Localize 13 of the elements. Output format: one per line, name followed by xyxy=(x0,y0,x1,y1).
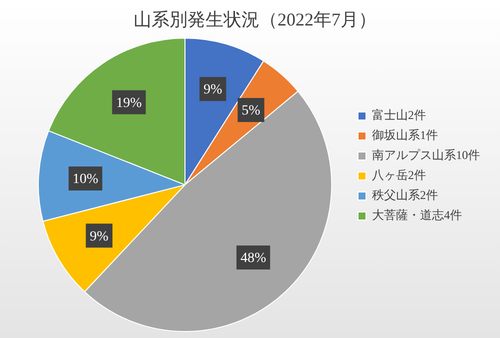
legend-label: 八ヶ岳2件 xyxy=(372,168,426,182)
data-label: 5% xyxy=(242,104,261,119)
legend-label: 御坂山系1件 xyxy=(372,128,438,142)
data-label: 19% xyxy=(116,96,142,111)
data-label: 10% xyxy=(72,172,99,188)
legend-label: 秩父山系2件 xyxy=(372,188,438,202)
data-label: 9% xyxy=(90,229,109,244)
data-label: 9% xyxy=(203,82,222,98)
legend-label: 南アルプス山系10件 xyxy=(372,148,480,162)
data-label: 48% xyxy=(240,251,266,266)
legend-label: 大菩薩・道志4件 xyxy=(372,208,462,222)
chart-title: 山系別発生状況（2022年7月） xyxy=(134,10,376,30)
legend-label: 富士山2件 xyxy=(372,108,426,122)
